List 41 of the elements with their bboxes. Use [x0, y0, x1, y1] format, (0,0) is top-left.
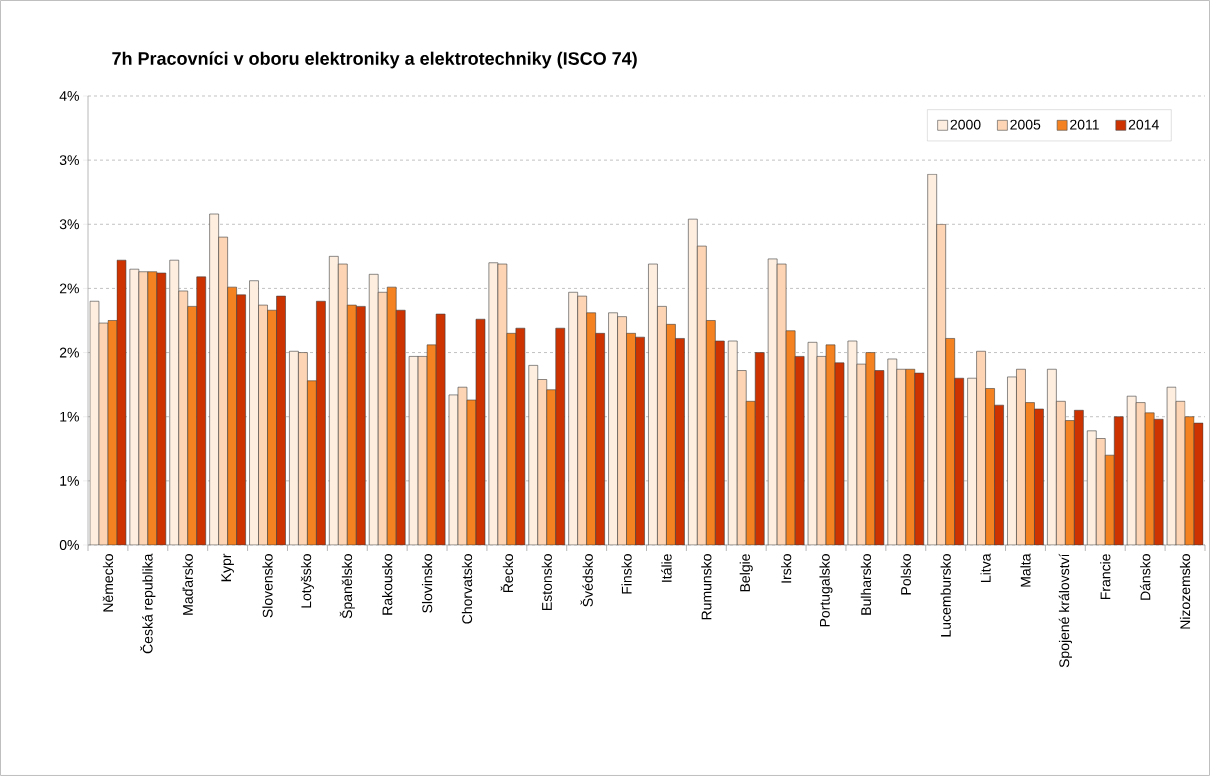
- x-tick-label: Španělsko: [339, 554, 355, 619]
- x-tick-label: Maďarsko: [182, 554, 193, 615]
- x-tick-label: Kypr: [221, 553, 234, 582]
- x-tick-label: Finsko: [621, 554, 632, 594]
- y-tick-label: 1%: [60, 475, 79, 486]
- x-tick-label: Dánsko: [1139, 554, 1151, 600]
- x-tick-label: Bulharsko: [860, 554, 872, 615]
- x-tick-label: Slovinsko: [421, 554, 433, 613]
- x-tick-label: Irsko: [780, 554, 792, 583]
- x-tick-label: Česká republika: [140, 553, 156, 654]
- x-tick-label: Litva: [980, 553, 991, 582]
- x-tick-label: Estonsko: [541, 554, 552, 610]
- x-tick-label: Malta: [1020, 553, 1031, 587]
- x-tick-label: Nizozemsko: [1179, 554, 1191, 629]
- x-tick-label: Portugalsko: [819, 554, 833, 627]
- x-tick-label: Polsko: [900, 554, 911, 595]
- y-tick-label: 3%: [59, 219, 79, 230]
- chart-title: 7h Pracovníci v oboru elektroniky a elektrotechniky (ISCO 74): [112, 51, 637, 69]
- x-tick-label: Slovensko: [262, 554, 273, 618]
- x-tick-label: Belgie: [739, 554, 753, 592]
- y-tick-label: 0%: [59, 540, 79, 550]
- y-tick-label: 2%: [59, 283, 79, 294]
- x-tick-label: Rakousko: [382, 554, 393, 615]
- x-tick-label: Lucembursko: [940, 554, 951, 637]
- x-tick-label: Švédsko: [580, 554, 593, 607]
- x-tick-label: Itálie: [661, 554, 672, 582]
- legend-label: 2005: [1010, 119, 1041, 130]
- y-tick-label: 3%: [59, 155, 79, 166]
- legend-label: 2014: [1128, 119, 1159, 130]
- legend-label: 2011: [1070, 119, 1099, 130]
- y-tick-label: 1%: [60, 411, 79, 422]
- y-tick-label: 2%: [59, 347, 79, 358]
- x-tick-label: Chorvatsko: [461, 554, 473, 624]
- x-tick-label: Lotyšsko: [300, 554, 314, 608]
- x-tick-label: Řecko: [500, 554, 514, 593]
- legend-label: 2000: [950, 119, 981, 130]
- x-tick-label: Francie: [1100, 554, 1111, 600]
- x-tick-label: Spojené království: [1058, 553, 1072, 668]
- x-tick-label: Rumunsko: [701, 554, 712, 620]
- y-tick-label: 4%: [59, 91, 79, 101]
- x-tick-label: Německo: [102, 554, 114, 612]
